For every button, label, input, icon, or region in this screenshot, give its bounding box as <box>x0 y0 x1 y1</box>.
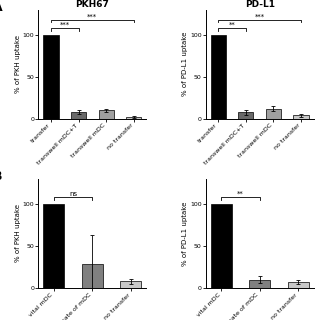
Bar <box>211 35 226 119</box>
Title: PD-L1: PD-L1 <box>244 0 275 9</box>
Bar <box>43 204 64 288</box>
Y-axis label: % of PD-L1 uptake: % of PD-L1 uptake <box>182 201 188 266</box>
Y-axis label: % of PKH uptake: % of PKH uptake <box>15 35 21 93</box>
Y-axis label: % of PKH uptake: % of PKH uptake <box>15 204 21 262</box>
Bar <box>288 282 309 288</box>
Bar <box>43 35 59 119</box>
Bar <box>211 204 232 288</box>
Bar <box>82 265 103 288</box>
Text: ns: ns <box>69 191 77 197</box>
Text: **: ** <box>237 191 244 197</box>
Bar <box>120 281 141 288</box>
Text: ***: *** <box>87 13 97 19</box>
Text: B: B <box>0 170 3 183</box>
Text: **: ** <box>228 22 236 28</box>
Bar <box>293 116 309 119</box>
Bar <box>99 110 114 119</box>
Text: A: A <box>0 1 3 14</box>
Bar <box>238 112 253 119</box>
Bar <box>126 117 141 119</box>
Text: ***: *** <box>60 22 70 28</box>
Bar <box>71 112 86 119</box>
Title: PKH67: PKH67 <box>76 0 109 9</box>
Y-axis label: % of PD-L1 uptake: % of PD-L1 uptake <box>182 32 188 96</box>
Bar <box>266 109 281 119</box>
Text: ***: *** <box>255 13 265 19</box>
Bar <box>249 280 270 288</box>
